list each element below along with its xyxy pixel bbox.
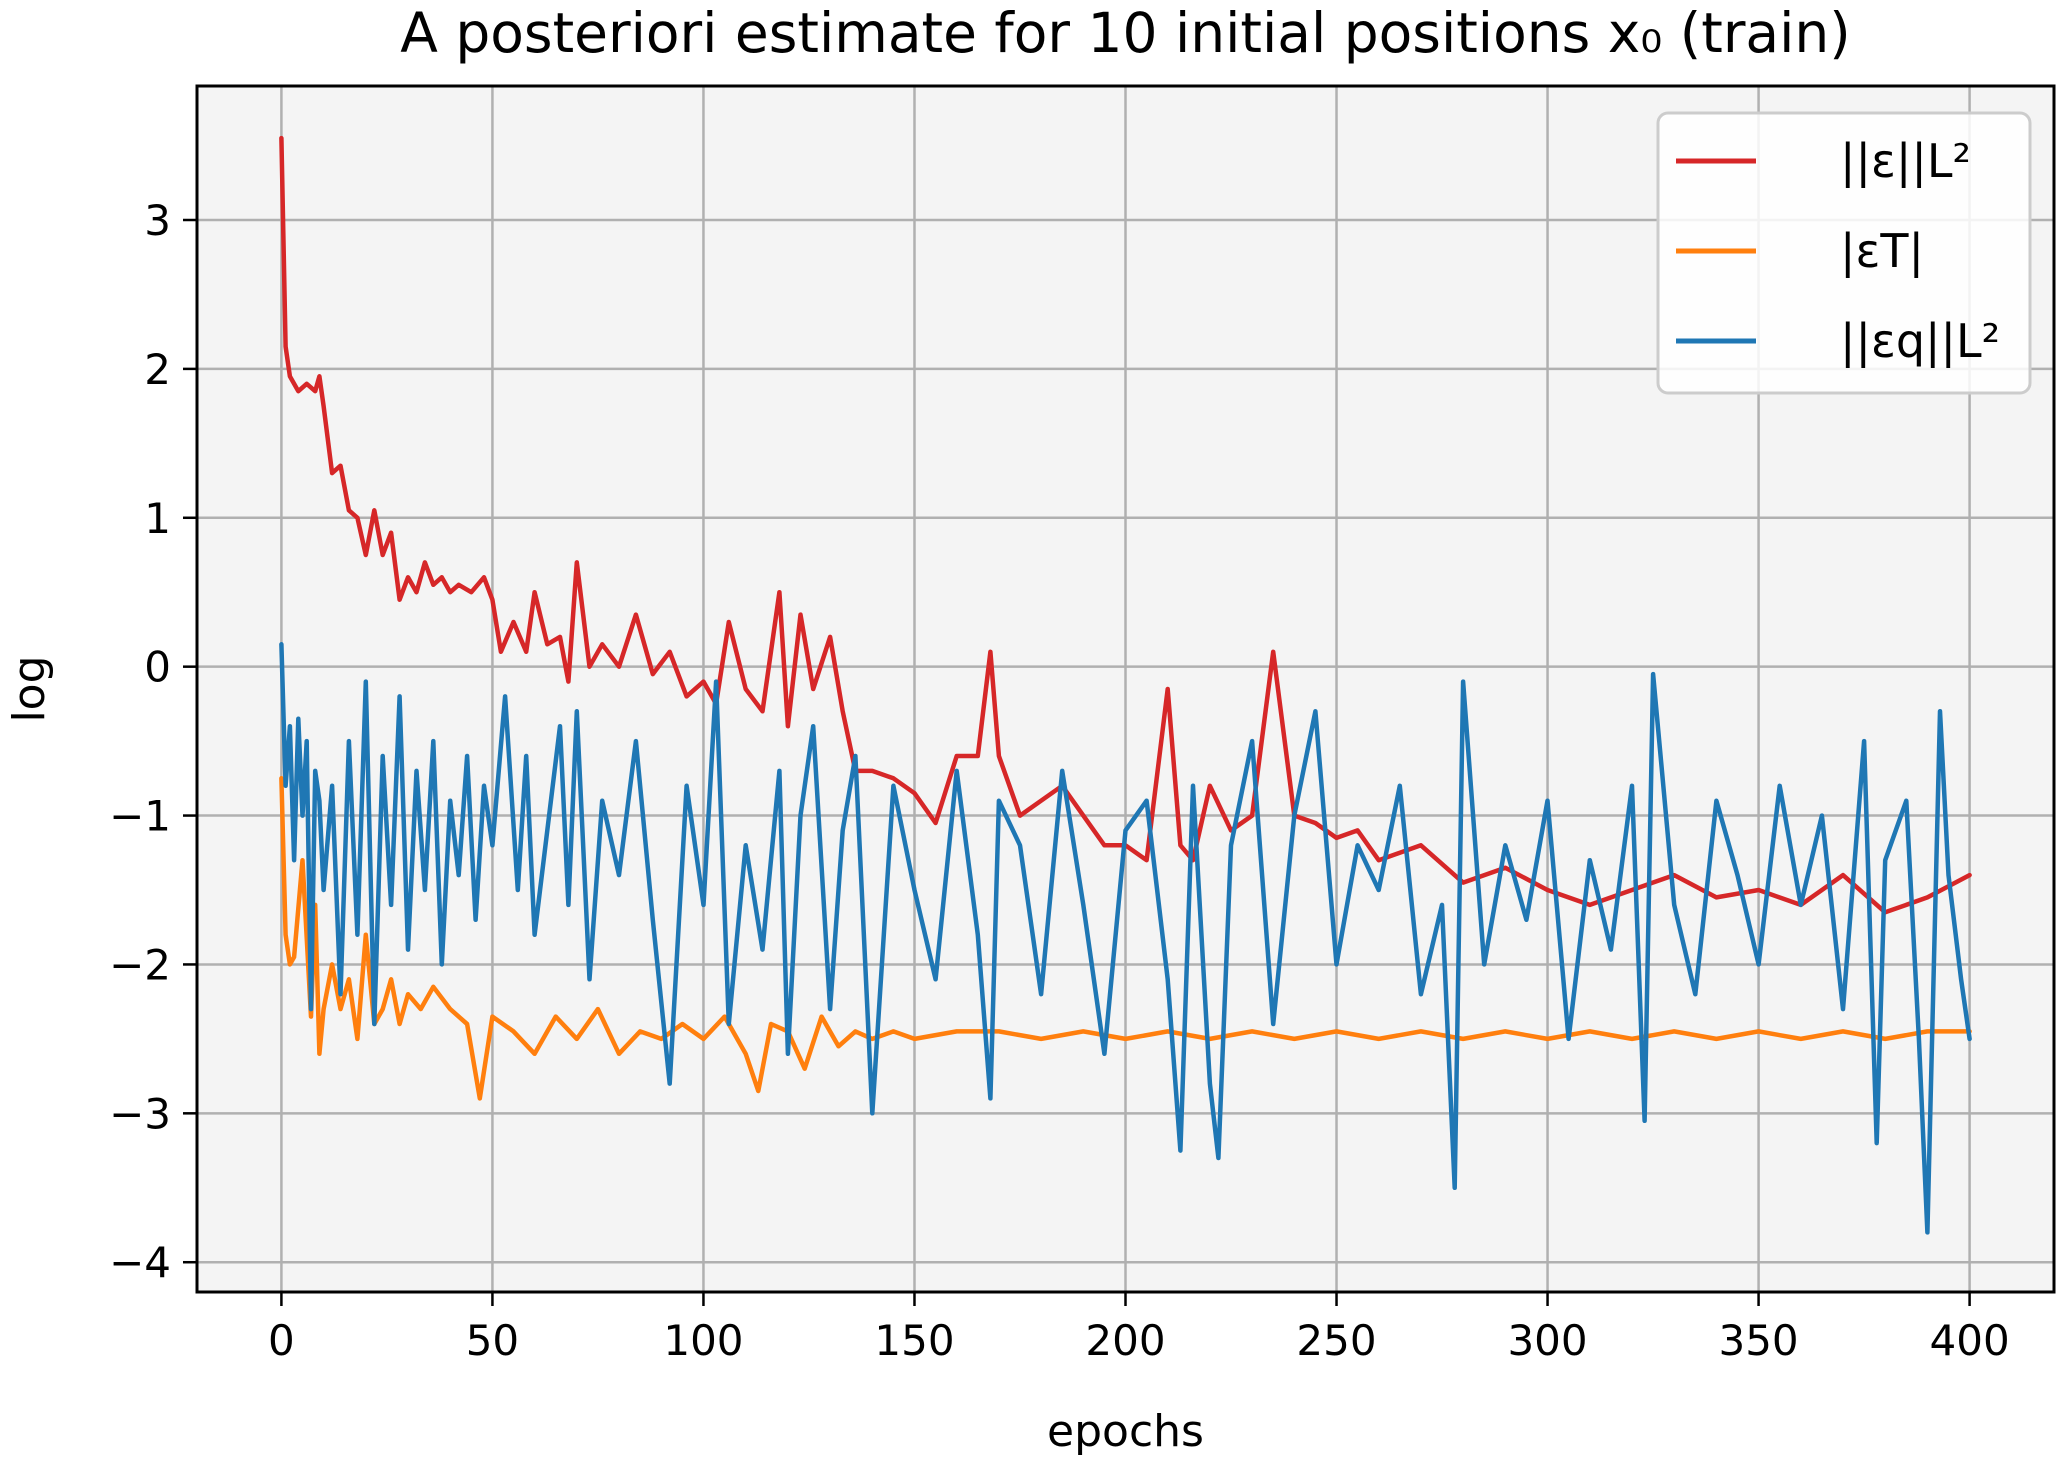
y-tick-label: −4 xyxy=(109,1238,171,1287)
x-tick-label: 0 xyxy=(268,1316,295,1365)
y-tick-label: 1 xyxy=(144,494,171,543)
series-line-2 xyxy=(279,776,1972,1101)
ticks: 0 50 100 150 200 250 300 350 400 3 2 1 0 −1 −2 −3 −4 xyxy=(109,196,2010,1365)
x-tick-label: 200 xyxy=(1085,1316,1165,1365)
grid xyxy=(197,86,2054,1292)
y-tick-label: −2 xyxy=(109,940,171,989)
x-tick-label: 300 xyxy=(1507,1316,1587,1365)
legend-label-1: ||ε||L² xyxy=(1840,134,1971,189)
legend-label-2: |εT| xyxy=(1840,224,1924,279)
chart-title: A posteriori estimate for 10 initial pos… xyxy=(400,1,1850,65)
legend: ||ε||L² |εT| ||εq||L² xyxy=(1656,111,2032,395)
x-tick-label: 350 xyxy=(1718,1316,1798,1365)
y-tick-label: 0 xyxy=(144,643,171,692)
series-layer xyxy=(279,135,1972,1235)
y-tick-label: −3 xyxy=(109,1089,171,1138)
y-tick-label: 3 xyxy=(144,196,171,245)
series-line-3 xyxy=(279,642,1972,1235)
x-tick-label: 250 xyxy=(1296,1316,1376,1365)
x-tick-label: 100 xyxy=(663,1316,743,1365)
x-axis-label: epochs xyxy=(1047,1406,1204,1457)
y-tick-label: 2 xyxy=(144,345,171,394)
y-axis-label: log xyxy=(4,655,55,722)
x-tick-label: 50 xyxy=(466,1316,519,1365)
y-tick-label: −1 xyxy=(109,792,171,841)
x-tick-label: 400 xyxy=(1930,1316,2010,1365)
series-line-1 xyxy=(279,135,1972,915)
legend-label-3: ||εq||L² xyxy=(1840,314,2000,369)
x-tick-label: 150 xyxy=(874,1316,954,1365)
legend-box xyxy=(1656,111,2032,395)
